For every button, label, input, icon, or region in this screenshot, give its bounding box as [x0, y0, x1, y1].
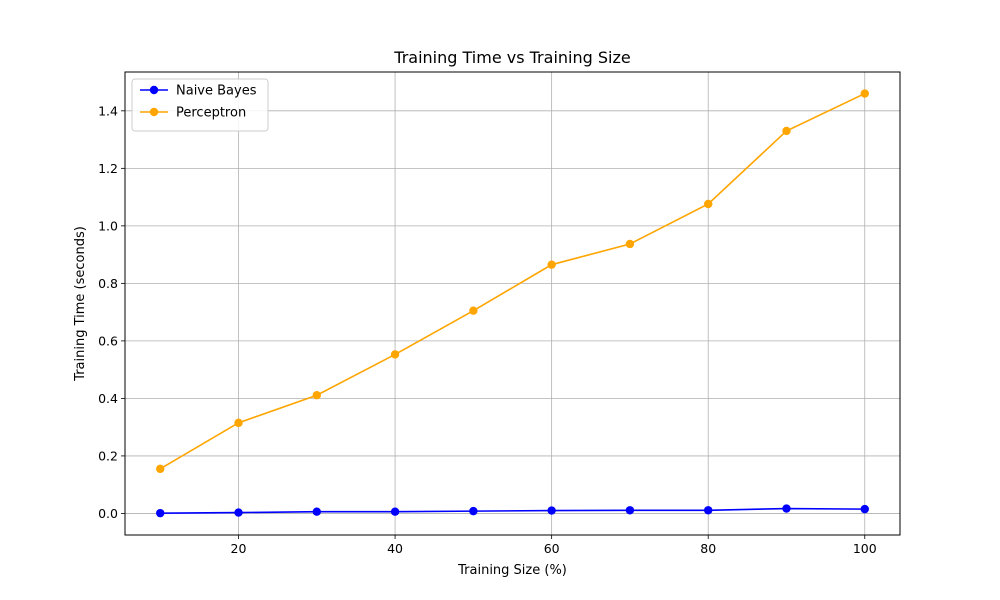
perceptron-point — [547, 260, 556, 269]
y-tick-label: 1.2 — [98, 161, 118, 176]
legend-perceptron-marker — [149, 107, 159, 117]
series-layer — [156, 89, 869, 518]
naive-bayes-point — [547, 506, 556, 515]
naive-bayes-point — [156, 508, 165, 518]
y-tick-label: 1.4 — [98, 103, 118, 118]
naive-bayes-point — [234, 508, 243, 517]
x-tick-label: 100 — [853, 541, 877, 556]
perceptron-point — [704, 199, 713, 209]
y-axis-label: Training Time (seconds) — [73, 226, 88, 382]
naive-bayes-point — [782, 504, 791, 513]
naive-bayes-point — [469, 506, 478, 516]
legend-box — [131, 78, 269, 132]
perceptron-point — [234, 418, 243, 428]
x-axis-label: Training Size (%) — [457, 563, 567, 578]
perceptron-line — [159, 92, 866, 470]
chart-title: Training Time vs Training Size — [393, 48, 630, 67]
naive-bayes-point — [390, 507, 400, 516]
naive-bayes-point — [625, 506, 635, 515]
perceptron-point — [860, 89, 869, 98]
legend-naive-bayes-label: Naive Bayes — [176, 84, 257, 99]
naive-bayes-point — [704, 506, 713, 515]
x-tick-label: 80 — [700, 541, 716, 556]
legend-naive-bayes-marker — [149, 85, 159, 95]
perceptron-point — [390, 350, 400, 359]
naive-bayes-line — [160, 507, 865, 514]
plot-frame — [124, 71, 901, 536]
y-tick-label: 0.0 — [98, 506, 118, 521]
y-tick-label: 0.8 — [98, 276, 118, 291]
x-tick-label: 20 — [231, 541, 247, 556]
perceptron-point — [312, 391, 321, 400]
x-tick-label: 40 — [387, 541, 403, 556]
x-tick-label: 60 — [544, 541, 560, 556]
perceptron-point — [156, 464, 165, 474]
perceptron-point — [782, 126, 791, 136]
perceptron-point — [625, 239, 635, 249]
legend: Naive Bayes Perceptron — [131, 78, 269, 132]
y-tick-label: 0.2 — [98, 448, 118, 463]
grid — [125, 72, 900, 535]
y-tick-label: 1.0 — [98, 218, 118, 233]
naive-bayes-point — [312, 507, 321, 516]
y-tick-label: 0.6 — [98, 333, 118, 348]
y-tick-label: 0.4 — [98, 391, 118, 406]
naive-bayes-point — [860, 504, 869, 514]
legend-perceptron-label: Perceptron — [176, 106, 246, 121]
perceptron-point — [469, 306, 478, 315]
ticks: 20 40 60 80 100 0.0 0.2 0.4 0.6 0.8 1.0 1.2 1.4 — [98, 103, 877, 556]
